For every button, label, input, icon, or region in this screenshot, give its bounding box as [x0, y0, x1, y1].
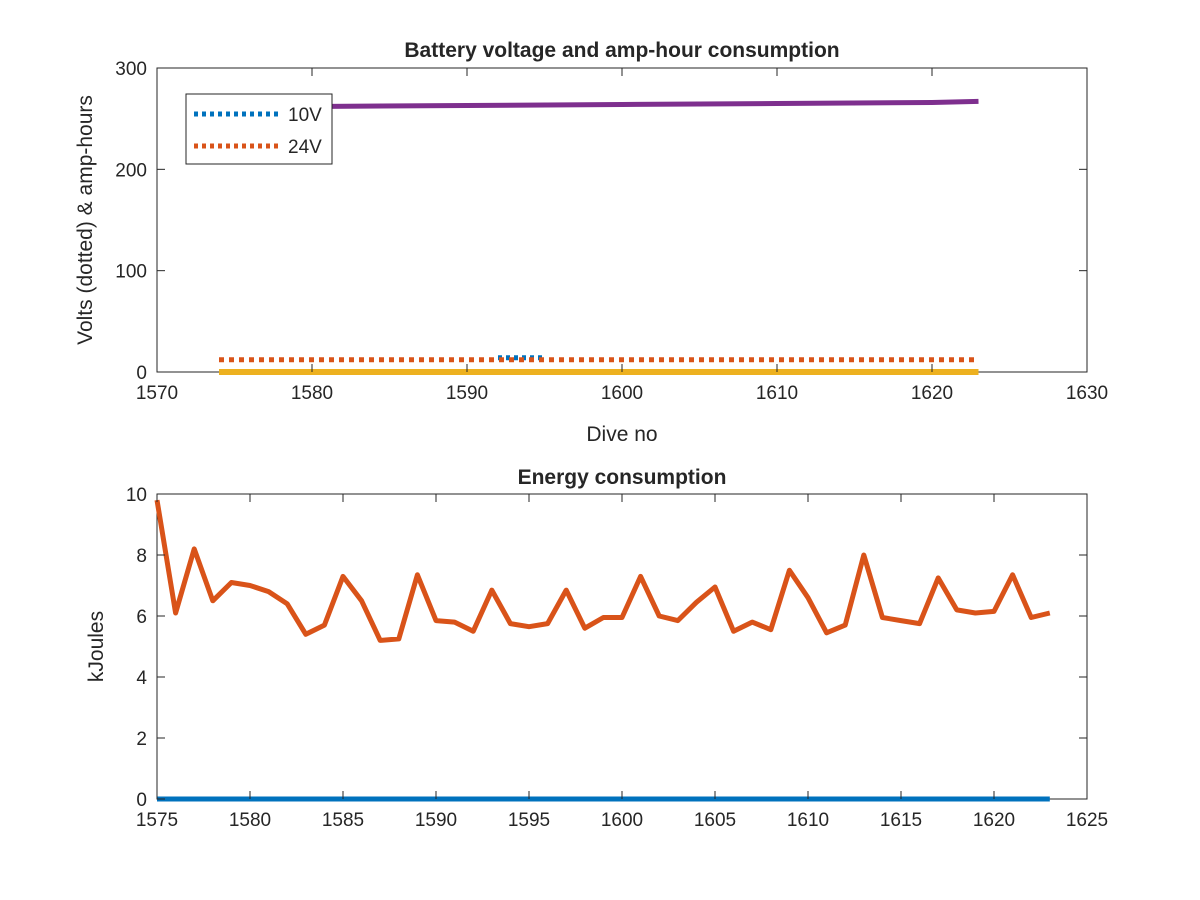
x-tick-label: 1620 [911, 383, 953, 404]
energy-y-axis-label: kJoules [85, 611, 108, 682]
battery-chart: 1570 1580 1590 1600 1610 1620 1630 0100200300 … [74, 39, 1108, 446]
x-tick-label: 1580 [229, 810, 271, 831]
x-tick-label: 1620 [973, 810, 1015, 831]
series-line-1-0 [154, 499, 1051, 643]
x-tick-label: 1600 [601, 383, 643, 404]
y-tick-label: 8 [136, 546, 147, 567]
legend-label-10v: 10V [288, 105, 322, 126]
battery-chart-title: Battery voltage and amp-hour consumption [404, 39, 839, 62]
energy-chart-title: Energy consumption [518, 466, 727, 489]
y-tick-label: 0 [136, 790, 147, 811]
x-tick-label: 1590 [446, 383, 488, 404]
y-tick-label: 4 [136, 668, 147, 689]
x-tick-label: 1580 [291, 383, 333, 404]
x-tick-label: 1610 [787, 810, 829, 831]
y-tick-label: 200 [115, 160, 147, 181]
y-tick-label: 10 [126, 485, 147, 506]
x-tick-label: 1625 [1066, 810, 1108, 831]
battery-y-axis-label: Volts (dotted) & amp-hours [74, 95, 97, 345]
energy-plot-area [156, 493, 1088, 800]
x-tick-label: 1595 [508, 810, 550, 831]
y-tick-label: 300 [115, 59, 147, 80]
battery-x-axis-label: Dive no [586, 423, 657, 446]
y-tick-label: 0 [136, 363, 147, 384]
x-tick-label: 1590 [415, 810, 457, 831]
x-tick-label: 1575 [136, 810, 178, 831]
x-tick-label: 1605 [694, 810, 736, 831]
x-tick-label: 1610 [756, 383, 798, 404]
x-tick-label: 1630 [1066, 383, 1108, 404]
energy-chart: 1575 1580 1585 1590 1595 1600 1605 1610 1615 1620… [85, 466, 1108, 831]
battery-legend: 10V 24V [185, 93, 333, 165]
y-tick-label: 2 [136, 729, 147, 750]
energy-x-ticks: 1575 1580 1585 1590 1595 1600 1605 1610 1615 1620… [136, 494, 1108, 831]
y-tick-label: 6 [136, 607, 147, 628]
y-tick-label: 100 [115, 262, 147, 283]
battery-x-ticks: 1570 1580 1590 1600 1610 1620 1630 [136, 68, 1108, 404]
legend-box [185, 93, 333, 165]
legend-label-24v: 24V [288, 137, 322, 158]
x-tick-label: 1585 [322, 810, 364, 831]
battery-y-ticks: 0 100 200 300 [115, 59, 1087, 384]
x-tick-label: 1615 [880, 810, 922, 831]
energy-y-ticks: 0 2 4 6 8 10 [126, 485, 1087, 811]
x-tick-label: 1600 [601, 810, 643, 831]
x-tick-label: 1570 [136, 383, 178, 404]
